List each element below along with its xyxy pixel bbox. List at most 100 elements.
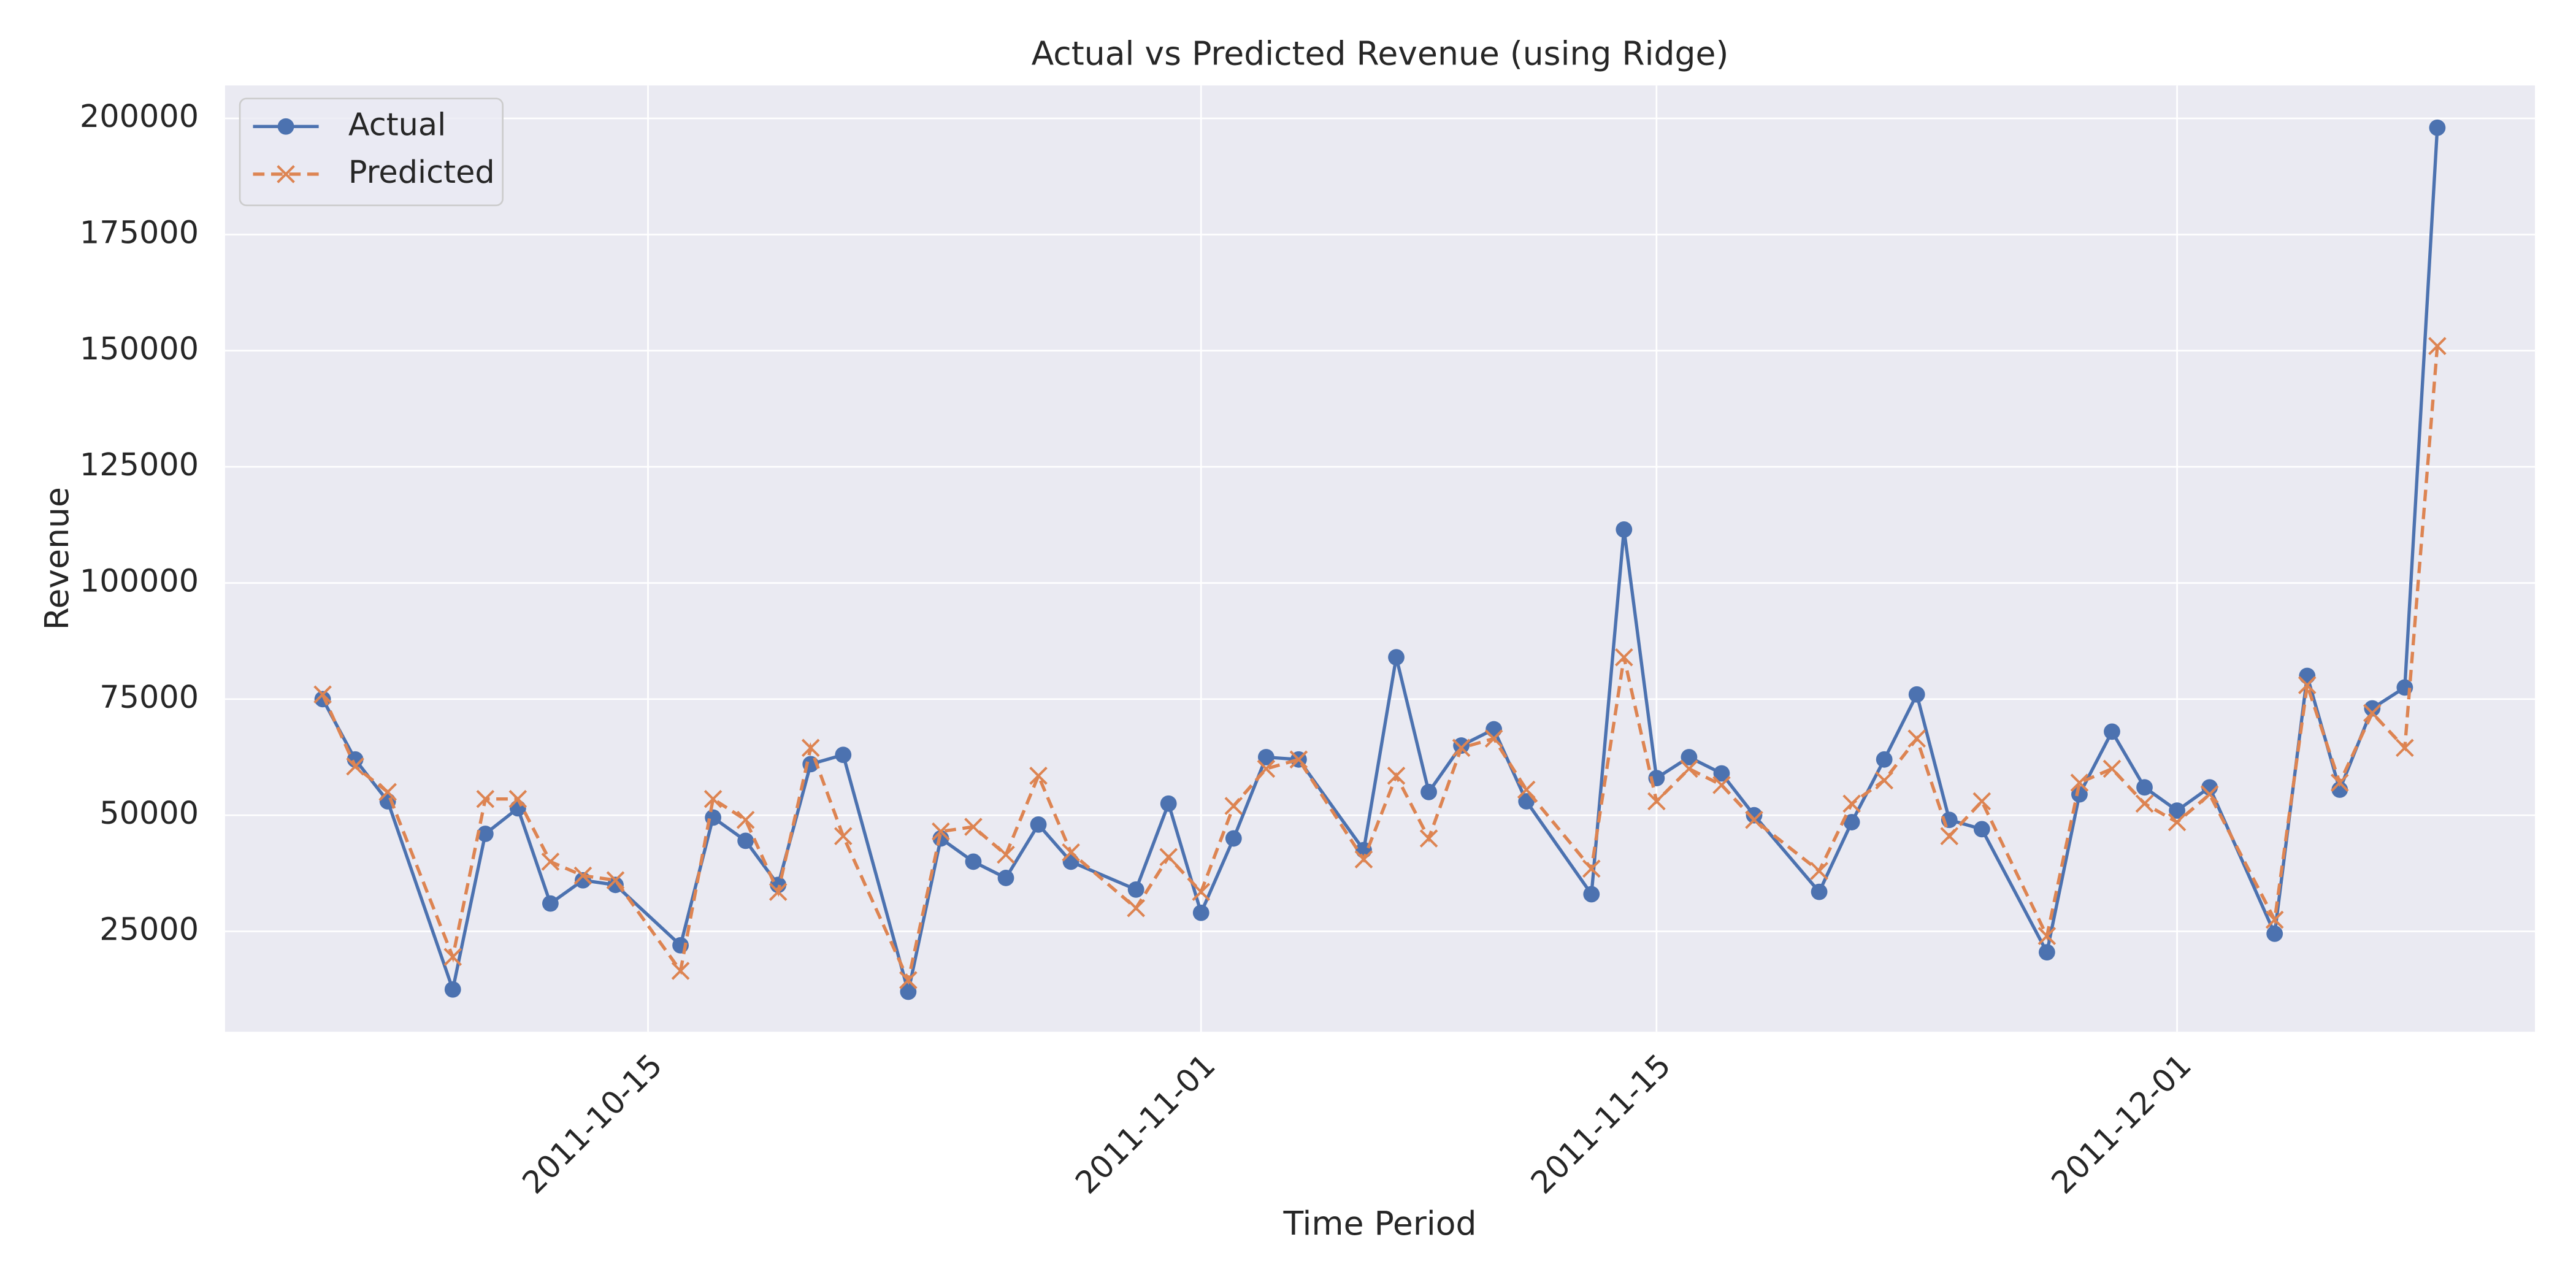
marker <box>2103 759 2122 778</box>
marker <box>1192 904 1209 921</box>
marker <box>2429 119 2446 136</box>
marker <box>2363 703 2382 723</box>
marker <box>1419 829 1438 848</box>
marker <box>1615 648 1633 667</box>
marker <box>1940 827 1959 846</box>
marker <box>2135 794 2154 813</box>
legend-marker <box>277 165 295 183</box>
marker <box>1485 721 1503 738</box>
legend: Actual Predicted <box>239 98 504 207</box>
marker <box>1225 830 1242 847</box>
y-tick-label: 100000 <box>80 563 199 599</box>
marker <box>1876 751 1893 768</box>
marker <box>477 826 494 842</box>
marker <box>899 971 918 989</box>
marker <box>703 789 723 808</box>
marker <box>1583 886 1600 903</box>
marker <box>508 789 527 808</box>
marker <box>1453 737 1470 754</box>
marker <box>2428 337 2447 356</box>
marker <box>1972 792 1991 811</box>
marker <box>932 822 950 841</box>
marker <box>1517 780 1536 799</box>
y-tick-label: 50000 <box>99 795 199 832</box>
marker <box>1907 729 1926 748</box>
legend-label: Actual <box>348 107 446 143</box>
marker <box>1712 776 1731 794</box>
marker <box>900 983 917 1000</box>
marker <box>2037 927 2057 945</box>
marker <box>1973 821 1990 838</box>
marker <box>736 810 755 829</box>
marker <box>737 832 754 849</box>
marker <box>801 738 820 757</box>
marker <box>1811 883 1828 900</box>
marker <box>444 981 461 998</box>
marker <box>2265 910 2284 929</box>
x-tick-label: 2011-11-15 <box>1524 1048 1678 1202</box>
y-tick-label: 150000 <box>80 331 199 367</box>
marker <box>1257 759 1276 778</box>
marker <box>1127 899 1145 918</box>
marker <box>1484 729 1503 748</box>
x-tick-label: 2011-11-01 <box>1069 1048 1223 1202</box>
marker <box>346 757 364 776</box>
marker <box>2200 785 2219 803</box>
marker <box>2168 813 2187 832</box>
marker <box>313 685 332 704</box>
y-tick-label: 175000 <box>80 215 199 251</box>
legend-label: Predicted <box>348 155 495 191</box>
marker <box>997 870 1014 886</box>
marker <box>1354 850 1373 868</box>
marker <box>443 948 462 967</box>
marker <box>606 871 625 890</box>
marker <box>1030 816 1047 833</box>
marker <box>997 845 1015 864</box>
marker <box>1159 848 1178 867</box>
x-tick-label: 2011-12-01 <box>2045 1048 2199 1202</box>
marker <box>1192 883 1211 901</box>
y-tick-label: 25000 <box>99 912 199 948</box>
x-tick-label: 2011-10-15 <box>516 1048 670 1202</box>
marker <box>378 783 397 802</box>
chart-title: Actual vs Predicted Revenue (using Ridge… <box>1032 34 1729 73</box>
marker <box>834 827 853 846</box>
marker <box>1875 771 1893 790</box>
y-tick-label: 75000 <box>99 680 199 716</box>
marker <box>1842 794 1861 813</box>
legend-marker <box>277 118 294 135</box>
y-axis-label: Revenue <box>37 487 76 630</box>
marker <box>835 746 852 764</box>
marker <box>1387 766 1406 785</box>
marker <box>1843 814 1860 830</box>
marker <box>1224 797 1243 815</box>
marker <box>1289 750 1308 769</box>
marker <box>1420 783 1437 800</box>
marker <box>541 853 560 871</box>
marker <box>1647 792 1666 811</box>
marker <box>1681 749 1698 765</box>
marker <box>2266 925 2283 942</box>
marker <box>1582 859 1601 878</box>
marker <box>2038 944 2055 961</box>
marker <box>2330 773 2349 792</box>
marker <box>1616 521 1633 538</box>
marker <box>964 818 983 836</box>
marker <box>1713 765 1730 782</box>
marker <box>2299 667 2316 684</box>
marker <box>1127 881 1144 898</box>
marker <box>2071 786 2088 803</box>
marker <box>573 866 592 885</box>
marker <box>607 876 624 894</box>
marker <box>2136 779 2153 796</box>
marker <box>1746 807 1763 824</box>
marker <box>1810 862 1828 880</box>
marker <box>476 789 495 808</box>
marker <box>671 962 690 980</box>
marker <box>1160 795 1177 812</box>
marker <box>1908 686 1925 703</box>
marker <box>769 883 788 901</box>
marker <box>1257 749 1275 765</box>
marker <box>1062 853 1079 870</box>
